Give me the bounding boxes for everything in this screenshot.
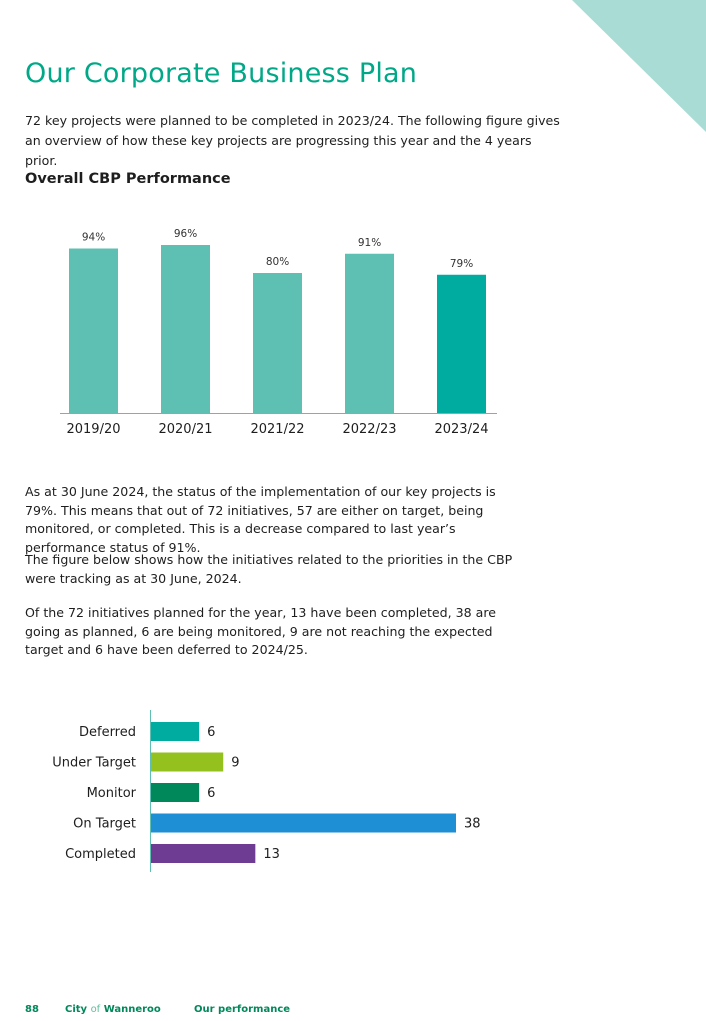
- category-label: Under Target: [52, 756, 136, 771]
- x-tick-label: 2023/24: [434, 422, 488, 437]
- footer-org-name: Wanneroo: [103, 1004, 161, 1015]
- bar-2023/24: [437, 274, 486, 413]
- section-title: Overall CBP Performance: [25, 171, 231, 187]
- category-label: On Target: [73, 817, 136, 832]
- corner-decoration: [572, 0, 706, 132]
- bar-value-label: 91%: [358, 237, 381, 249]
- x-tick-label: 2019/20: [66, 422, 120, 437]
- category-label: Deferred: [79, 725, 136, 740]
- cbp-performance-chart: 94% 2019/20 96% 2020/21 80% 2021/22 91% 2022/23…: [60, 228, 497, 437]
- bar-value-label: 94%: [82, 232, 105, 244]
- value-label: 6: [207, 725, 215, 740]
- bar-2021/22: [253, 273, 302, 413]
- paragraph-figure-intro: The figure below shows how the initiativ…: [25, 552, 513, 586]
- x-tick-label: 2021/22: [250, 422, 304, 437]
- hbar-monitor: [151, 783, 200, 802]
- paragraph-initiatives: Of the 72 initiatives planned for the ye…: [25, 605, 497, 657]
- footer-section: Our performance: [194, 1004, 291, 1015]
- x-tick-label: 2022/23: [342, 422, 396, 437]
- page-title: Our Corporate Business Plan: [25, 58, 418, 89]
- hbar-on-target: [151, 813, 456, 833]
- footer: 88 City of Wanneroo Our performance: [25, 1004, 290, 1015]
- intro-text: 72 key projects were planned to be compl…: [25, 113, 560, 168]
- initiatives-status-chart: Deferred 6 Under Target 9 Monitor 6 On Target 3…: [52, 710, 481, 872]
- value-label: 9: [231, 756, 239, 771]
- category-label: Monitor: [87, 786, 137, 801]
- footer-org-city: City: [65, 1004, 88, 1015]
- bar-2019/20: [69, 248, 118, 413]
- page-number: 88: [25, 1004, 39, 1015]
- value-label: 6: [207, 786, 215, 801]
- footer-org-of: of: [90, 1004, 101, 1015]
- paragraph-status: As at 30 June 2024, the status of the im…: [25, 484, 496, 555]
- hbar-completed: [151, 844, 256, 863]
- bar-2020/21: [161, 245, 210, 413]
- hbar-deferred: [151, 722, 200, 741]
- category-label: Completed: [65, 847, 136, 862]
- bar-2022/23: [345, 253, 394, 413]
- bar-value-label: 96%: [174, 228, 197, 240]
- hbar-under-target: [151, 752, 224, 772]
- value-label: 38: [464, 817, 481, 832]
- bar-value-label: 80%: [266, 256, 289, 268]
- bar-value-label: 79%: [450, 258, 473, 270]
- x-tick-label: 2020/21: [158, 422, 212, 437]
- footer-org: City of Wanneroo: [65, 1004, 161, 1015]
- value-label: 13: [263, 847, 280, 862]
